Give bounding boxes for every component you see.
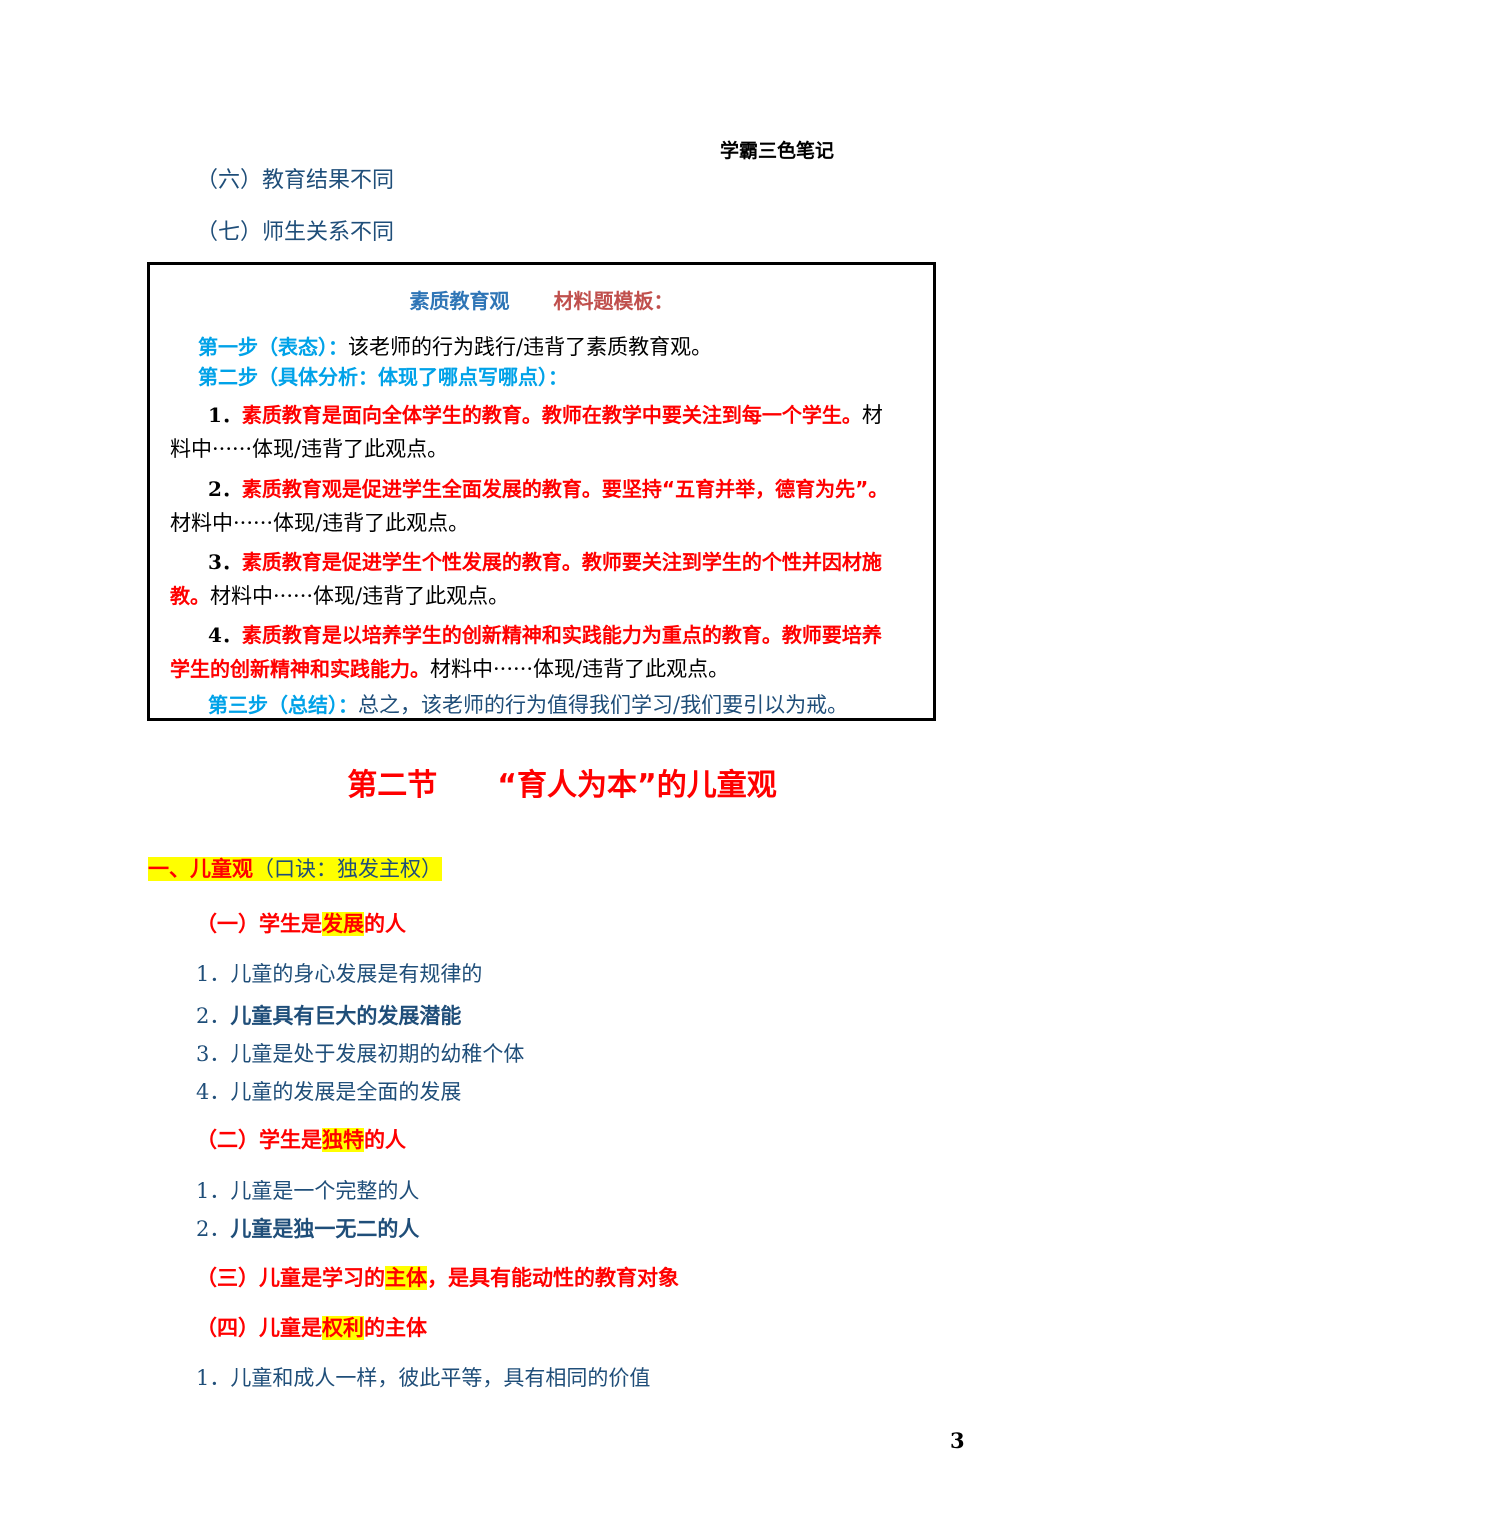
list-item: 1．儿童和成人一样，彼此平等，具有相同的价值 bbox=[196, 1362, 650, 1392]
outline-heading-1-1: （一）学生是发展的人 bbox=[196, 908, 406, 938]
intro-item-six: （六）教育结果不同 bbox=[196, 168, 395, 193]
template-item-3-line-2: 教。材料中······体现/违背了此观点。 bbox=[170, 584, 509, 610]
intro-item-seven: （七）师生关系不同 bbox=[196, 220, 395, 245]
template-title-type: 材料题模板： bbox=[553, 289, 674, 313]
list-item-text: 儿童的发展是全面的发展 bbox=[230, 1080, 462, 1104]
template-box: 素质教育观 材料题模板： 第一步（表态）：该老师的行为践行/违背了素质教育观。 第… bbox=[147, 262, 936, 721]
list-item-number: 2． bbox=[196, 1004, 231, 1028]
section-title: 第二节 “育人为本”的儿童观 bbox=[0, 760, 1494, 804]
list-item: 2．儿童是独一无二的人 bbox=[196, 1213, 419, 1243]
template-title-subject: 素质教育观 bbox=[409, 289, 510, 313]
template-item-3-line-1: 3．素质教育是促进学生个性发展的教育。教师要关注到学生的个性并因材施 bbox=[208, 550, 882, 576]
outline-heading-1-2: （二）学生是独特的人 bbox=[196, 1124, 406, 1154]
heading-1-4-post: 的主体 bbox=[364, 1316, 427, 1340]
template-item-2-line-1: 2．素质教育观是促进学生全面发展的教育。要坚持“五育并举，德育为先”。 bbox=[208, 477, 888, 503]
list-item-number: 1． bbox=[196, 1179, 231, 1203]
heading-1-2-post: 的人 bbox=[364, 1128, 406, 1152]
item3-red: 素质教育是促进学生个性发展的教育。教师要关注到学生的个性并因材施 bbox=[241, 550, 882, 574]
item4-red: 素质教育是以培养学生的创新精神和实践能力为重点的教育。教师要培养 bbox=[241, 623, 882, 647]
template-step-2: 第二步（具体分析：体现了哪点写哪点）： bbox=[198, 365, 568, 391]
outline-heading-1: 一、儿童观（口诀：独发主权） bbox=[148, 853, 442, 883]
outline-heading-1-4: （四）儿童是权利的主体 bbox=[196, 1312, 427, 1342]
template-item-4-line-1: 4．素质教育是以培养学生的创新精神和实践能力为重点的教育。教师要培养 bbox=[208, 623, 882, 649]
list-item-text: 儿童的身心发展是有规律的 bbox=[230, 962, 483, 986]
heading-1-3-post: ，是具有能动性的教育对象 bbox=[427, 1266, 679, 1290]
template-item-1-line-2: 料中······体现/违背了此观点。 bbox=[170, 437, 448, 463]
page-number: 3 bbox=[950, 1428, 965, 1453]
template-step-3: 第三步（总结）：总之，该老师的行为值得我们学习/我们要引以为戒。 bbox=[208, 693, 848, 719]
item2-black-second: 材料中······体现/违背了此观点。 bbox=[170, 511, 470, 535]
template-item-4-line-2: 学生的创新精神和实践能力。材料中······体现/违背了此观点。 bbox=[170, 657, 729, 683]
template-box-title: 素质教育观 材料题模板： bbox=[150, 285, 933, 314]
item2-number: 2． bbox=[208, 477, 242, 501]
item4-black-second: 材料中······体现/违背了此观点。 bbox=[430, 657, 730, 681]
heading-1-2-highlight: 独特 bbox=[322, 1128, 364, 1152]
step1-label: 第一步（表态）： bbox=[198, 335, 348, 359]
heading-1-1-highlight: 发展 bbox=[322, 912, 364, 936]
heading-1-2-pre: （二）学生是 bbox=[196, 1128, 322, 1152]
heading-1-4-highlight: 权利 bbox=[322, 1316, 364, 1340]
item1-black-tail: 材 bbox=[861, 403, 883, 427]
heading-1-1-post: 的人 bbox=[364, 912, 406, 936]
outline-heading-1-3: （三）儿童是学习的主体，是具有能动性的教育对象 bbox=[196, 1262, 679, 1292]
item4-red-wrap: 学生的创新精神和实践能力。 bbox=[170, 657, 430, 681]
list-item: 1．儿童是一个完整的人 bbox=[196, 1175, 419, 1205]
heading-1-3-highlight: 主体 bbox=[385, 1266, 427, 1290]
item3-black-second: 材料中······体现/违背了此观点。 bbox=[210, 584, 510, 608]
template-item-2-line-2: 材料中······体现/违背了此观点。 bbox=[170, 511, 469, 537]
item3-number: 3． bbox=[208, 550, 242, 574]
list-item-number: 3． bbox=[196, 1042, 231, 1066]
section-title-text: 第二节 “育人为本”的儿童观 bbox=[347, 768, 777, 803]
heading-1-4-pre: （四）儿童是 bbox=[196, 1316, 322, 1340]
item1-number: 1． bbox=[208, 403, 242, 427]
step3-label: 第三步（总结）： bbox=[208, 693, 358, 717]
item4-number: 4． bbox=[208, 623, 242, 647]
list-item-number: 1． bbox=[196, 1366, 231, 1390]
step1-text: 该老师的行为践行/违背了素质教育观。 bbox=[348, 335, 713, 359]
outline-heading-1-navy: （口诀：独发主权） bbox=[253, 857, 442, 881]
list-item-text: 儿童是处于发展初期的幼稚个体 bbox=[230, 1042, 525, 1066]
list-item-text: 儿童是一个完整的人 bbox=[230, 1179, 420, 1203]
list-item-number: 2． bbox=[196, 1217, 231, 1241]
list-item: 2．儿童具有巨大的发展潜能 bbox=[196, 1000, 461, 1030]
header-watermark: 学霸三色笔记 bbox=[719, 140, 834, 162]
document-header: 学霸三色笔记 bbox=[0, 136, 1494, 163]
list-item-text: 儿童具有巨大的发展潜能 bbox=[230, 1004, 462, 1028]
outline-heading-1-red: 一、儿童观 bbox=[148, 857, 253, 881]
list-item: 4．儿童的发展是全面的发展 bbox=[196, 1076, 461, 1106]
heading-1-1-pre: （一）学生是 bbox=[196, 912, 322, 936]
template-step-1: 第一步（表态）：该老师的行为践行/违背了素质教育观。 bbox=[198, 335, 712, 361]
item1-black-second: 料中······体现/违背了此观点。 bbox=[170, 437, 449, 461]
step2-label: 第二步（具体分析：体现了哪点写哪点）： bbox=[198, 365, 568, 389]
list-item-number: 4． bbox=[196, 1080, 231, 1104]
item2-red: 素质教育观是促进学生全面发展的教育。要坚持“五育并举，德育为先”。 bbox=[241, 477, 889, 501]
template-item-1-line-1: 1．素质教育是面向全体学生的教育。教师在教学中要关注到每一个学生。材 bbox=[208, 403, 883, 429]
heading-1-3-pre: （三）儿童是学习的 bbox=[196, 1266, 385, 1290]
list-item: 1．儿童的身心发展是有规律的 bbox=[196, 958, 482, 988]
list-item: 3．儿童是处于发展初期的幼稚个体 bbox=[196, 1038, 524, 1068]
item1-red: 素质教育是面向全体学生的教育。教师在教学中要关注到每一个学生。 bbox=[241, 403, 862, 427]
step3-text: 总之，该老师的行为值得我们学习/我们要引以为戒。 bbox=[358, 693, 849, 717]
list-item-number: 1． bbox=[196, 962, 231, 986]
list-item-text: 儿童和成人一样，彼此平等，具有相同的价值 bbox=[230, 1366, 651, 1390]
item3-red-wrap: 教。 bbox=[170, 584, 210, 608]
list-item-text: 儿童是独一无二的人 bbox=[230, 1217, 420, 1241]
